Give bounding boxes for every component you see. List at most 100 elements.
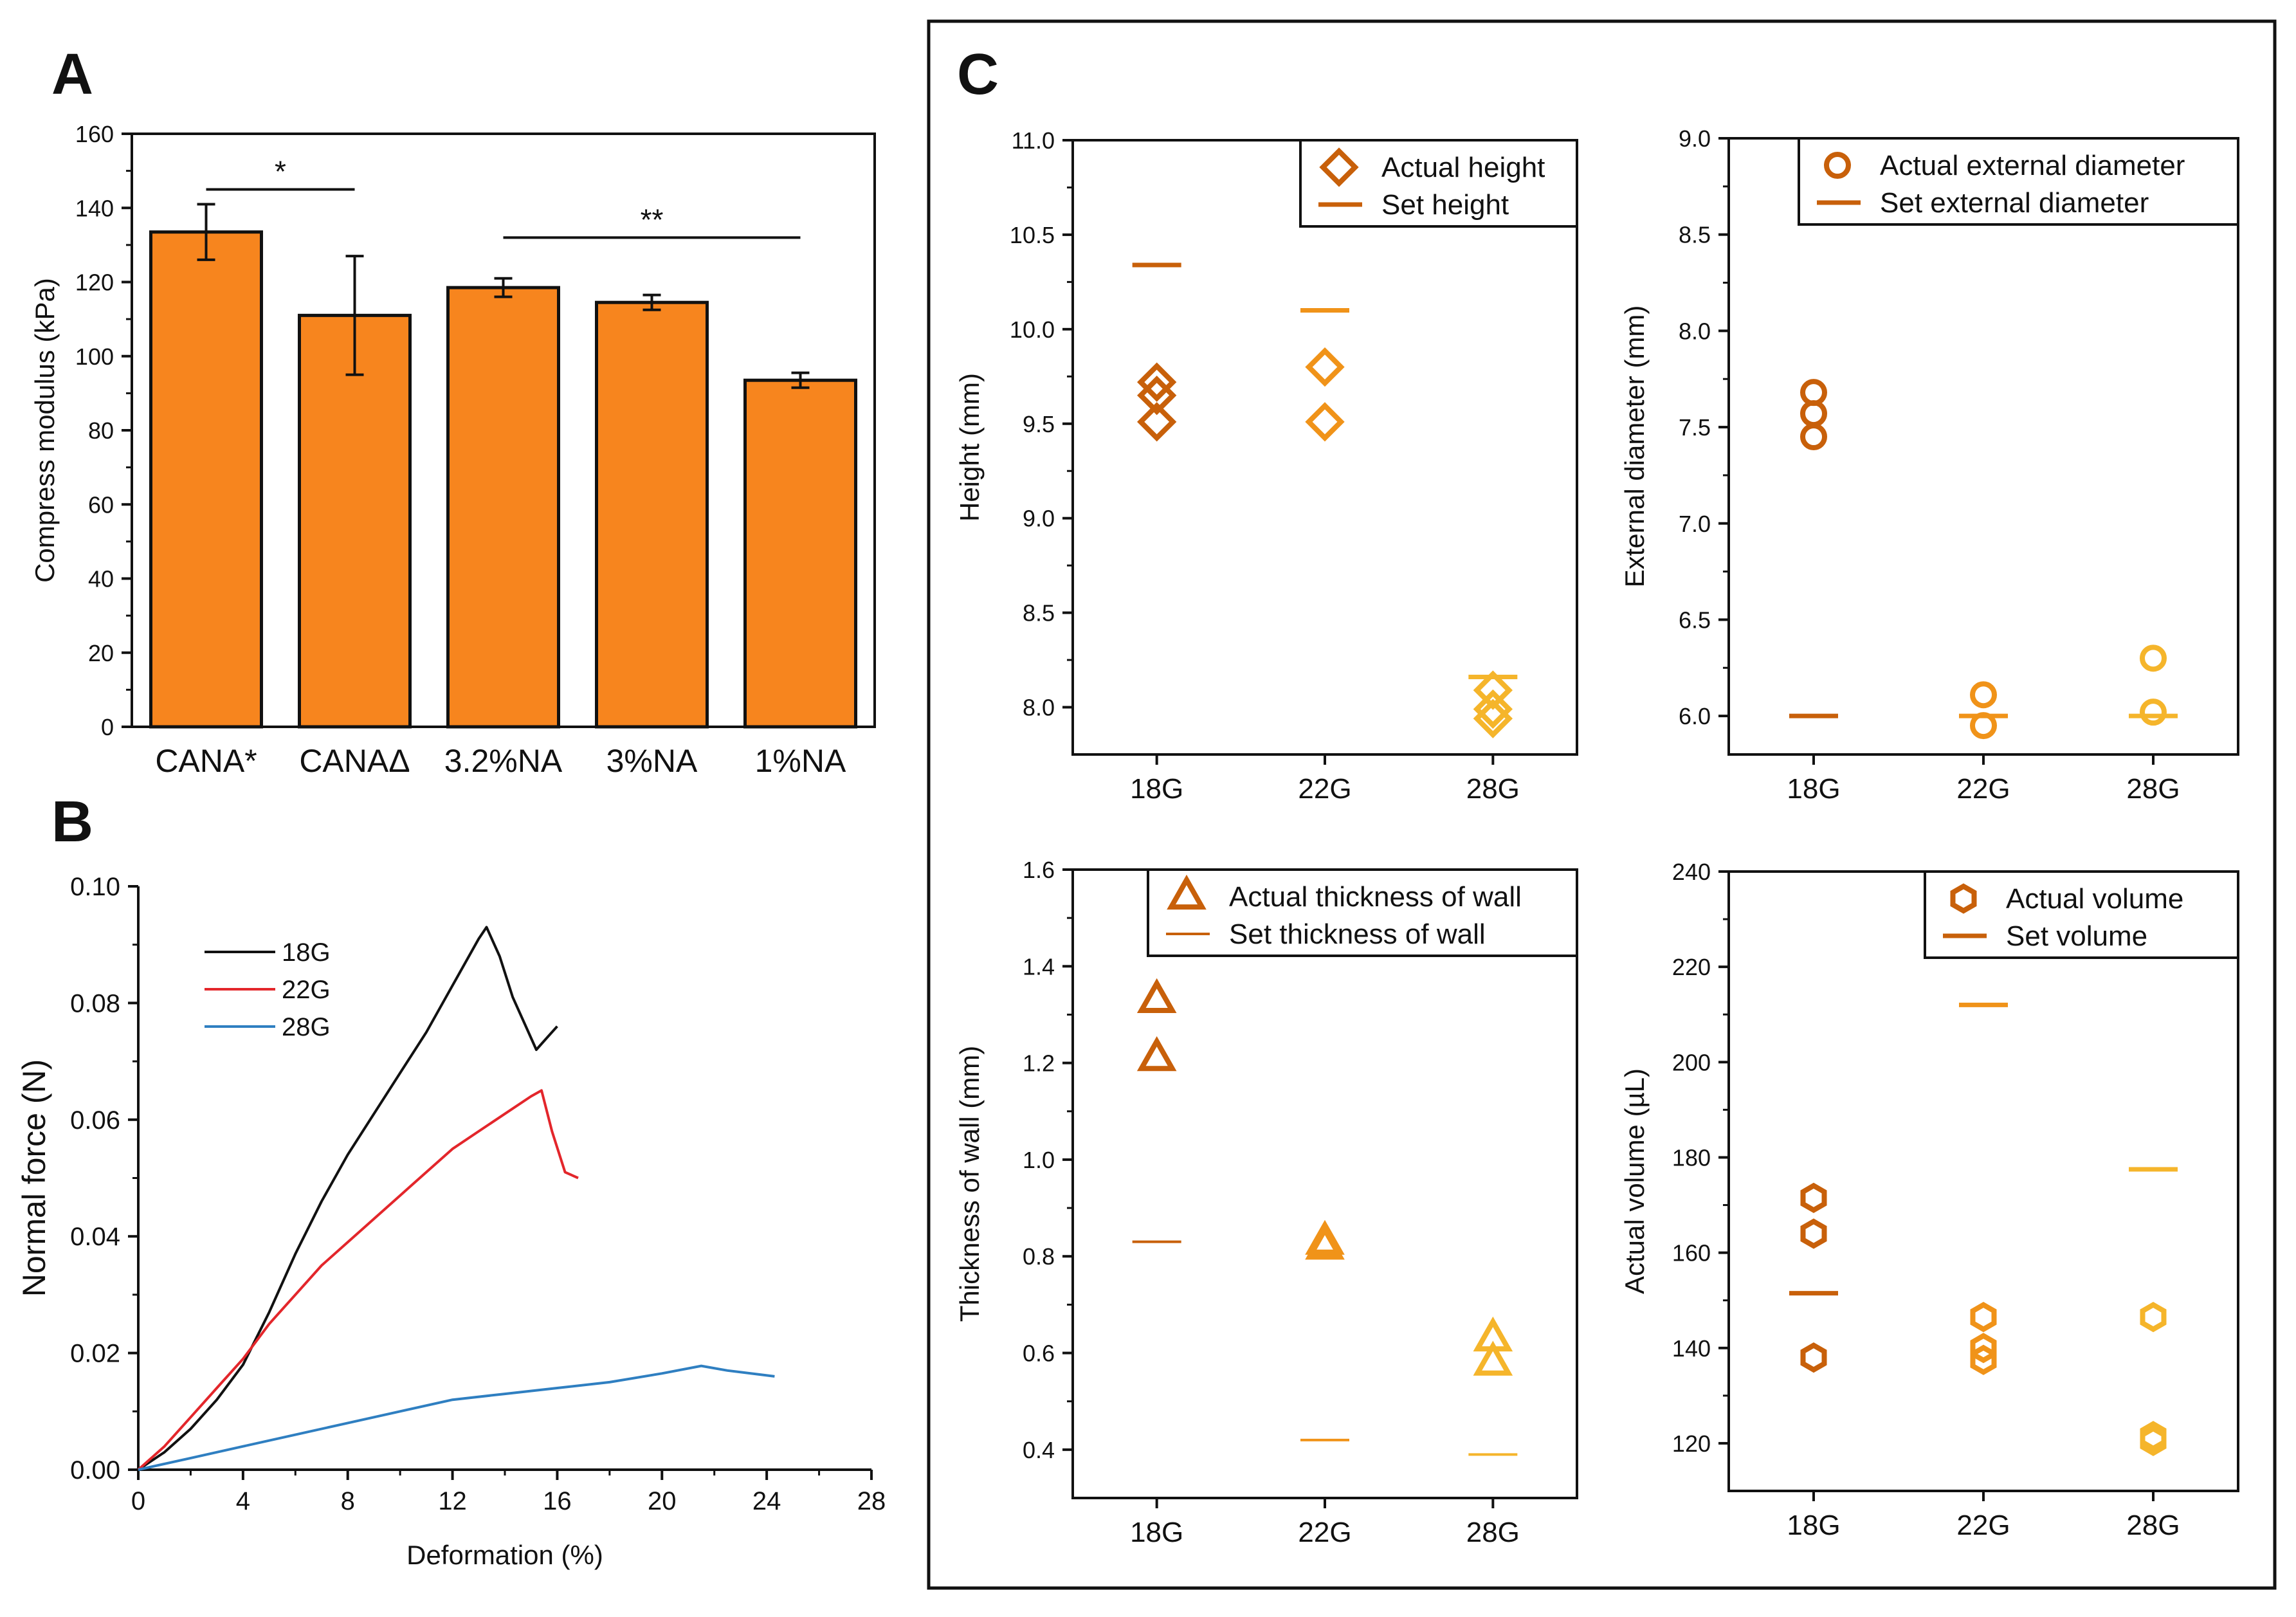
legend-marker <box>1167 874 1207 910</box>
x-tick-label: 8 <box>341 1487 355 1515</box>
series-line-18G <box>137 926 558 1471</box>
bar <box>298 313 412 729</box>
legend-label-actual: Actual external diameter <box>1880 150 2185 181</box>
x-category-label: 22G <box>1956 773 2010 805</box>
y-tick-label: 220 <box>1672 954 1711 980</box>
panel-label-c: C <box>957 42 999 107</box>
actual-point <box>1136 1036 1177 1072</box>
bar <box>446 286 560 729</box>
y-tick-label: 11.0 <box>1012 127 1055 154</box>
scatter-chart-wall-thickness: 0.4 0.6 0.8 1.0 1.2 1.4 1.6 18G 22G 28G Thickness … <box>954 857 1578 1548</box>
y-tick-label: 0.4 <box>1023 1437 1055 1463</box>
x-category-label: CANA* <box>155 743 257 779</box>
y-tick-label: 8.5 <box>1023 600 1055 626</box>
legend-label-set: Set volume <box>2006 920 2147 952</box>
actual-point <box>1800 400 1827 428</box>
actual-point <box>1970 1344 1997 1375</box>
y-tick-label: 1.4 <box>1023 953 1055 980</box>
y-tick-label: 8.0 <box>1679 318 1711 344</box>
actual-point <box>1473 670 1513 710</box>
legend-label-set: Set external diameter <box>1880 187 2149 219</box>
actual-point <box>1800 1218 1827 1249</box>
bar <box>743 378 857 729</box>
actual-point <box>1473 689 1513 729</box>
actual-point <box>2140 699 2167 726</box>
x-axis-title: Deformation (%) <box>406 1540 603 1570</box>
actual-point <box>1305 1225 1345 1260</box>
bar-chart-compress-modulus: 0 20 40 60 80 100 120 140 160 Compress modulus (k… <box>30 121 876 779</box>
y-tick-label: 10.5 <box>1010 222 1055 248</box>
panel-label-b: B <box>51 790 93 854</box>
y-tick-label: 0.8 <box>1023 1243 1055 1270</box>
y-tick-label: 40 <box>88 566 114 592</box>
actual-point <box>2140 1425 2167 1456</box>
scatter-chart-volume: 120 140 160 180 200 220 240 18G 22G 28G Actual vol… <box>1619 859 2239 1541</box>
y-tick-label: 140 <box>1672 1335 1711 1362</box>
y-axis-title: Height (mm) <box>954 373 985 522</box>
legend-label: 18G <box>282 938 331 967</box>
y-axis-title: Actual volume (µL) <box>1619 1068 1650 1294</box>
plot-frame <box>1071 868 1578 1499</box>
actual-point <box>1800 379 1827 407</box>
y-tick-label: 0.10 <box>70 873 120 901</box>
y-tick-label: 1.0 <box>1023 1147 1055 1173</box>
actual-point <box>1305 347 1345 387</box>
actual-point <box>1970 712 1997 740</box>
actual-point <box>2140 1421 2167 1452</box>
y-tick-label: 0.06 <box>70 1106 120 1135</box>
x-category-label: 18G <box>1130 1517 1183 1548</box>
actual-point <box>1800 423 1827 451</box>
legend-marker <box>1950 883 1977 914</box>
x-category-label: 28G <box>2126 1510 2180 1541</box>
x-tick-label: 16 <box>543 1487 572 1515</box>
legend-label-actual: Actual height <box>1381 152 1545 183</box>
x-tick-label: 0 <box>131 1487 145 1515</box>
bar <box>595 300 709 729</box>
y-tick-label: 7.5 <box>1679 414 1711 441</box>
y-tick-label: 180 <box>1672 1144 1711 1171</box>
actual-point <box>1970 1301 1997 1333</box>
y-tick-label: 0.02 <box>70 1340 120 1368</box>
actual-point <box>1473 699 1513 738</box>
x-category-label: 3.2%NA <box>444 743 563 779</box>
y-tick-label: 160 <box>75 121 114 147</box>
actual-point <box>2140 644 2167 672</box>
x-category-label: CANAΔ <box>299 743 410 779</box>
y-axis-title: External diameter (mm) <box>1619 306 1650 588</box>
y-tick-label: 140 <box>75 195 114 221</box>
legend-marker <box>1824 152 1851 179</box>
y-tick-label: 9.0 <box>1023 506 1055 532</box>
legend-box <box>1798 137 2239 226</box>
x-tick-label: 4 <box>236 1487 250 1515</box>
scatter-chart-height: 8.0 8.5 9.0 9.5 10.0 10.5 11.0 18G 22G 28G Height … <box>954 127 1578 805</box>
legend-label-actual: Actual volume <box>2006 883 2183 915</box>
line-chart-normal-force: 0 4 8 12 16 20 24 28 0.00 0.02 0.04 0.06 0.08 0.10 Def… <box>16 873 886 1570</box>
y-tick-label: 8.5 <box>1679 222 1711 248</box>
actual-point <box>1800 1342 1827 1373</box>
y-axis-title: Compress modulus (kPa) <box>30 278 60 583</box>
actual-point <box>2140 1301 2167 1333</box>
x-tick-label: 12 <box>438 1487 467 1515</box>
actual-point <box>1137 362 1177 402</box>
panel-label-a: A <box>51 42 93 107</box>
plot-frame <box>1071 139 1578 756</box>
panel-c-frame <box>927 19 2277 1590</box>
x-category-label: 28G <box>2126 773 2180 805</box>
legend-label: 22G <box>282 976 331 1004</box>
actual-point <box>1970 681 1997 709</box>
y-tick-label: 0.6 <box>1023 1340 1055 1367</box>
x-tick-label: 20 <box>648 1487 677 1515</box>
scatter-chart-external-diameter: 6.0 6.5 7.0 7.5 8.0 8.5 9.0 18G 22G 28G External d… <box>1619 125 2239 805</box>
y-tick-label: 240 <box>1672 859 1711 885</box>
x-category-label: 22G <box>1956 1510 2010 1541</box>
y-tick-label: 7.0 <box>1679 511 1711 537</box>
y-tick-label: 0.08 <box>70 989 120 1018</box>
y-tick-label: 0 <box>101 714 114 740</box>
legend-marker <box>1319 147 1359 187</box>
actual-point <box>1137 376 1177 416</box>
series-line-22G <box>137 1089 579 1471</box>
legend-box <box>1147 868 1578 957</box>
y-tick-label: 160 <box>1672 1240 1711 1266</box>
x-category-label: 18G <box>1130 773 1183 805</box>
